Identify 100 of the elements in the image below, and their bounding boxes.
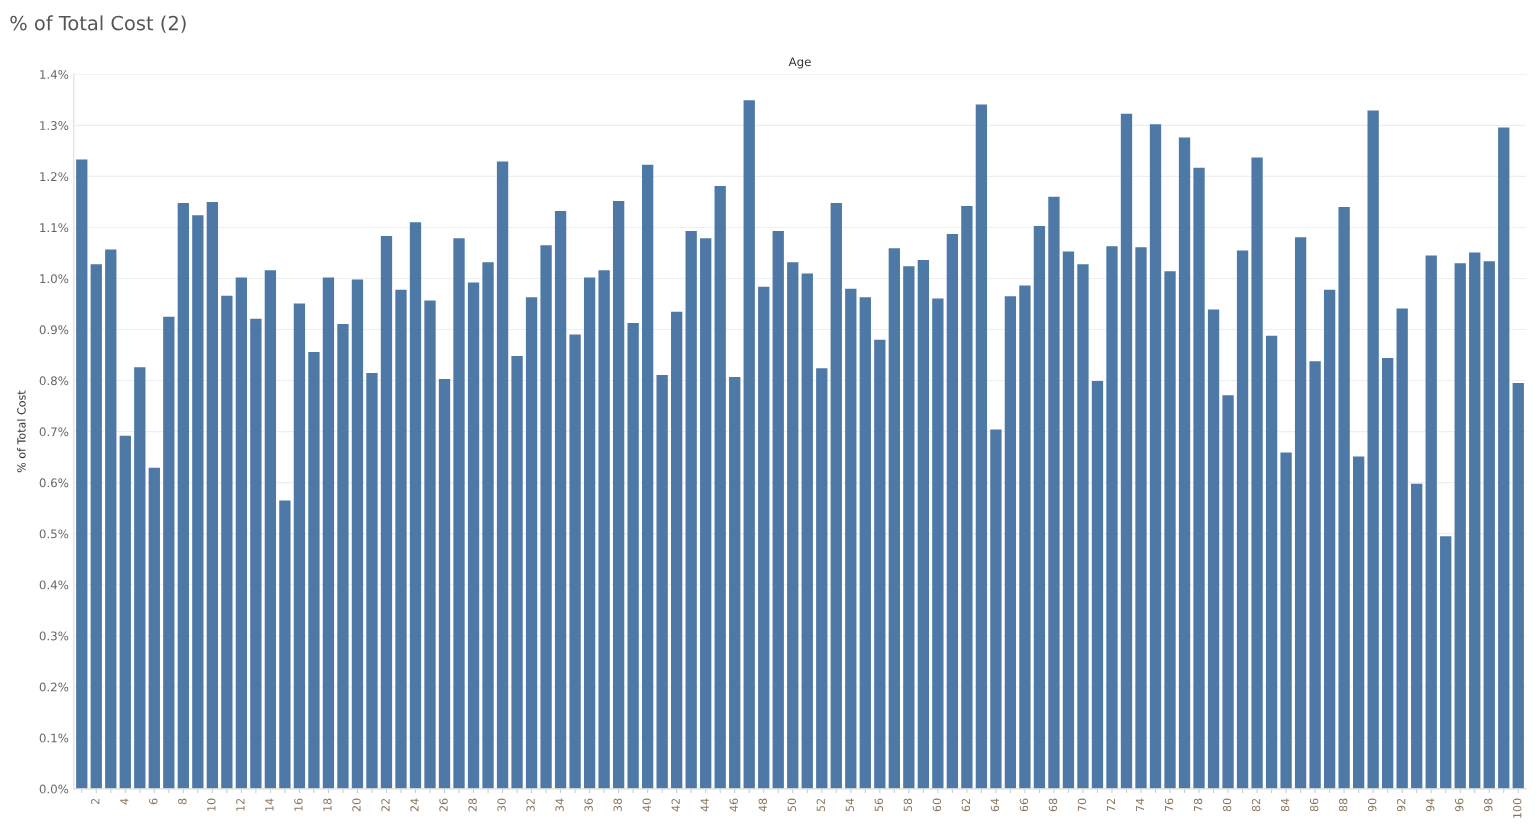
bar: [351, 279, 364, 789]
bar: [177, 202, 189, 789]
bar: [1382, 358, 1394, 789]
x-tick-label: 58: [903, 798, 913, 812]
bar: [134, 367, 146, 789]
bar: [874, 339, 886, 789]
x-tick-label: 44: [700, 798, 709, 812]
bar: [511, 356, 523, 789]
bar: [1498, 127, 1510, 789]
bar: [1019, 285, 1031, 789]
x-tick-label: 10: [207, 798, 216, 811]
x-tick-label: 84: [1280, 798, 1290, 812]
bar: [1106, 246, 1118, 789]
bar: [714, 186, 726, 789]
bar: [787, 262, 799, 789]
bar: [540, 245, 552, 789]
x-tick-label: 66: [1019, 798, 1029, 812]
bar: [1338, 207, 1350, 789]
x-tick-label: 90: [1367, 798, 1377, 812]
x-tick-label: 80: [1222, 798, 1232, 812]
x-tick-label: 26: [439, 798, 448, 812]
bar: [1280, 452, 1292, 789]
bar: [1265, 335, 1278, 789]
bar: [700, 238, 712, 789]
bar: [1396, 308, 1408, 789]
x-tick-label: 98: [1484, 798, 1493, 812]
x-tick-label: 76: [1164, 798, 1174, 812]
x-tick-label: 50: [787, 798, 796, 812]
bar: [1062, 251, 1075, 789]
bar: [961, 206, 973, 789]
x-tick-label: 96: [1455, 798, 1464, 812]
bar: [1323, 289, 1336, 789]
bar: [569, 334, 581, 789]
bar: [264, 270, 277, 789]
x-tick-label: 94: [1426, 798, 1435, 812]
bar: [366, 372, 378, 789]
x-tick-label: 64: [990, 798, 1000, 812]
x-tick-label: 30: [497, 798, 506, 812]
bar: [743, 100, 755, 789]
bar: [729, 376, 741, 789]
x-tick-label: 34: [555, 798, 564, 812]
bar: [1294, 237, 1307, 789]
bar: [598, 270, 610, 789]
x-tick-label: 20: [352, 798, 361, 812]
x-tick-label: 2: [91, 798, 100, 805]
x-tick-label: 8: [178, 798, 187, 805]
x-tick-label: 88: [1338, 798, 1348, 812]
x-tick-label: 18: [323, 798, 332, 811]
bar: [525, 297, 538, 789]
bar: [758, 286, 770, 789]
bar: [627, 322, 639, 789]
bar: [612, 200, 625, 789]
bar: [671, 311, 683, 789]
bar: [453, 238, 465, 789]
x-tick-label: 62: [961, 798, 971, 812]
bar: [1367, 110, 1379, 789]
bar: [163, 316, 175, 789]
x-tick-label: 92: [1397, 798, 1406, 812]
bar: [1193, 167, 1205, 789]
x-tick-label: 78: [1193, 798, 1203, 812]
bar: [830, 202, 842, 789]
bar: [308, 351, 320, 789]
x-tick-label: 22: [381, 798, 390, 812]
chart-title: % of Total Cost (2): [10, 15, 186, 33]
x-tick-label: 42: [671, 798, 680, 812]
bar: [1004, 296, 1017, 789]
x-tick-label: 86: [1309, 798, 1319, 812]
bar: [917, 260, 929, 789]
bar: [1135, 247, 1147, 789]
bar: [1091, 381, 1104, 789]
bar: [1048, 196, 1060, 789]
bar: [859, 297, 871, 789]
x-tick-label: 54: [845, 798, 855, 812]
bar: [1033, 225, 1046, 789]
x-tick-label: 4: [120, 798, 129, 805]
bar: [845, 288, 857, 789]
x-tick-label: 6: [149, 798, 158, 805]
bar: [395, 289, 407, 789]
bar: [1222, 395, 1234, 789]
bar: [1469, 252, 1481, 789]
bar: [1164, 271, 1176, 789]
bar: [76, 159, 88, 789]
bar: [192, 215, 204, 789]
x-tick-label: 56: [874, 798, 884, 812]
x-tick-label: 32: [526, 798, 535, 812]
y-tick-label: 1.2%: [40, 172, 69, 182]
bar: [990, 429, 1002, 789]
bar: [816, 368, 828, 789]
bar: [1440, 536, 1452, 789]
x-tick-label: 48: [758, 798, 767, 812]
bar: [221, 295, 233, 789]
x-tick-label: 36: [584, 798, 593, 812]
bar: [409, 222, 422, 789]
x-tick-label: 40: [642, 798, 651, 812]
bar: [1178, 137, 1191, 789]
x-tick-label: 12: [236, 798, 245, 811]
bar: [90, 264, 102, 789]
bar: [293, 303, 306, 789]
x-tick-label: 72: [1106, 798, 1116, 812]
y-tick-label: 0.3%: [39, 631, 69, 641]
